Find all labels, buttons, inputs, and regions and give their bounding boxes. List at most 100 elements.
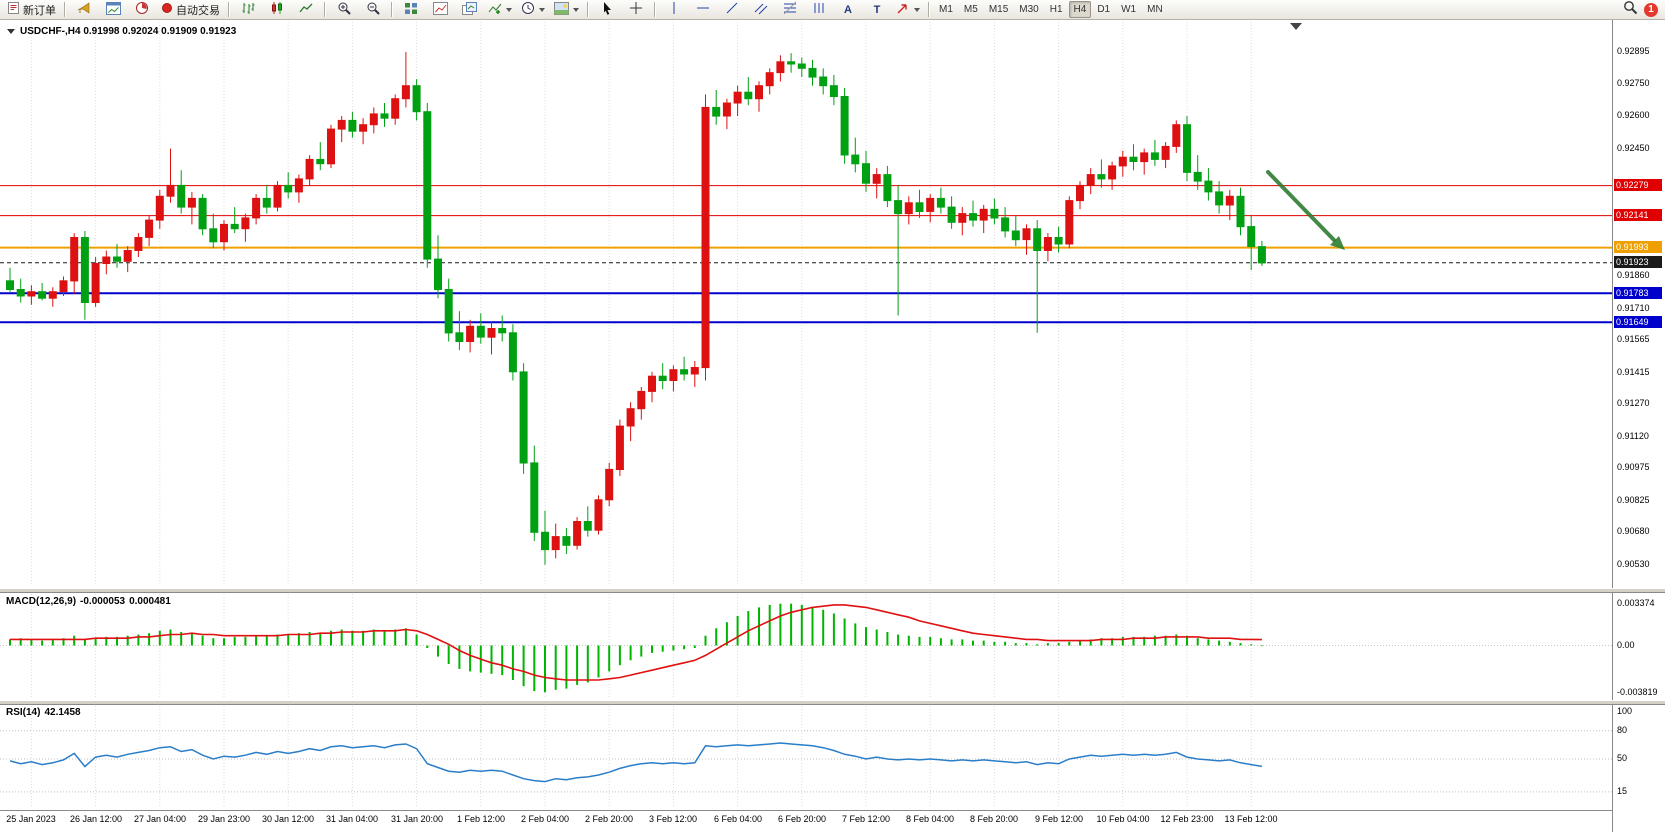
notification-badge[interactable]: 1	[1644, 2, 1658, 17]
timeframe-MN-button[interactable]: MN	[1147, 4, 1163, 15]
candle-body	[829, 85, 838, 97]
text-tool-button[interactable]: A	[834, 0, 862, 20]
panel-divider[interactable]	[0, 588, 1665, 593]
candle-body	[990, 208, 999, 219]
new-order-button[interactable]: 新订单	[3, 0, 60, 20]
candle-body	[262, 197, 271, 208]
price-line-badge: 0.92141	[1614, 209, 1662, 222]
panel-divider[interactable]	[0, 700, 1665, 705]
rsi-axis-label: 80	[1617, 724, 1628, 735]
search-icon[interactable]	[1623, 0, 1638, 20]
autotrade-button[interactable]: 自动交易	[157, 0, 224, 20]
candle-body	[733, 91, 742, 104]
new-chart-button[interactable]	[426, 0, 454, 20]
candle-body	[722, 102, 731, 117]
zoom-in-button[interactable]	[330, 0, 358, 20]
timeframe-M5-button[interactable]: M5	[963, 4, 978, 15]
timeframe-H1-button[interactable]: H1	[1049, 4, 1063, 15]
separator	[64, 2, 66, 17]
candle-body	[1043, 237, 1052, 251]
candle-body	[434, 258, 442, 291]
horizontal-line-icon	[696, 1, 710, 18]
candle-body	[155, 195, 164, 221]
candle-body	[894, 200, 903, 215]
candle-body	[1108, 165, 1117, 180]
price-axis-label: 0.92895	[1617, 46, 1650, 57]
indicators-button[interactable]	[484, 0, 516, 20]
tile-windows-button[interactable]	[397, 0, 425, 20]
arrows-tool-button[interactable]	[892, 0, 924, 20]
templates-button[interactable]	[550, 0, 583, 20]
label-tool-button[interactable]: T	[863, 0, 891, 20]
time-axis-label: 12 Feb 23:00	[1160, 814, 1214, 824]
rsi-axis-label: 15	[1617, 785, 1628, 796]
timeframe-M30-button[interactable]: M30	[1019, 4, 1039, 15]
candle-body	[134, 237, 143, 251]
time-axis[interactable]: 25 Jan 2023 26 Jan 12:00 27 Jan 04:00 29 Ja…	[0, 810, 1612, 832]
candle-body	[755, 85, 763, 100]
timeframe-M15-button[interactable]: M15	[988, 4, 1009, 15]
candle-body	[605, 468, 614, 501]
candle-body	[1011, 230, 1020, 241]
candle-body	[530, 462, 539, 533]
candle-body	[198, 197, 207, 230]
candle-body	[958, 213, 967, 223]
profiles-button[interactable]	[455, 0, 483, 20]
candle-body	[113, 256, 121, 262]
candle-body	[209, 228, 218, 243]
timeframe-D1-button[interactable]: D1	[1097, 4, 1111, 15]
price-axis-label: 0.90825	[1617, 494, 1650, 505]
dropdown-caret-icon	[539, 7, 545, 12]
cursor-tool-button[interactable]	[593, 0, 621, 20]
separator	[391, 2, 393, 17]
cycle-lines-tool-button[interactable]	[805, 0, 833, 20]
trumpet-icon	[76, 1, 92, 18]
symbol-ohlc-header: USDCHF-,H4 0.91998 0.92024 0.91909 0.919…	[7, 26, 236, 37]
autotrade-icon	[161, 2, 173, 17]
candle-body	[594, 499, 603, 531]
fibonacci-tool-button[interactable]	[776, 0, 804, 20]
trend-arrow-head[interactable]	[1330, 236, 1345, 250]
candle-body	[498, 328, 507, 334]
crosshair-icon	[629, 1, 643, 18]
candle-body	[701, 106, 710, 369]
line-chart-mode-button[interactable]	[292, 0, 320, 20]
candle-body	[348, 119, 357, 132]
time-axis-label: 29 Jan 23:00	[197, 814, 251, 824]
timeframe-H4-button[interactable]: H4	[1068, 1, 1092, 18]
toolbar: 新订单 自动交易	[0, 0, 1665, 20]
vertical-line-tool-button[interactable]	[660, 0, 688, 20]
timeframe-M1-button[interactable]: M1	[939, 4, 953, 15]
separator	[654, 2, 656, 17]
separator	[324, 2, 326, 17]
crosshair-tool-button[interactable]	[622, 0, 650, 20]
price-axis[interactable]: 0.92895 0.92750 0.92600 0.92450 0.91860 0.917…	[1612, 20, 1665, 832]
candle-body	[359, 124, 368, 132]
candle-body	[337, 119, 346, 130]
time-axis-label: 25 Jan 2023	[6, 814, 56, 824]
candle-body	[1065, 200, 1074, 245]
periods-button[interactable]	[517, 0, 549, 20]
channel-tool-button[interactable]	[747, 0, 775, 20]
horizontal-line-tool-button[interactable]	[689, 0, 717, 20]
trend-arrow-annotation[interactable]	[1266, 170, 1336, 242]
time-axis-label: 6 Feb 20:00	[777, 814, 827, 824]
chart-shift-marker[interactable]	[1290, 23, 1302, 30]
alerts-button[interactable]	[70, 0, 98, 20]
new-order-icon	[7, 1, 20, 18]
candle-body	[1022, 228, 1031, 241]
quotes-button[interactable]	[128, 0, 156, 20]
candle-body	[1183, 124, 1191, 173]
candlestick-mode-button[interactable]	[263, 0, 291, 20]
macd-name: MACD(12,26,9)	[6, 596, 77, 607]
candle-body	[444, 289, 453, 334]
bar-chart-mode-button[interactable]	[234, 0, 262, 20]
symbol-dropdown-icon[interactable]	[7, 29, 15, 34]
candle-body	[797, 63, 806, 69]
trendline-tool-button[interactable]	[718, 0, 746, 20]
zoom-out-button[interactable]	[359, 0, 387, 20]
candle-body	[1257, 246, 1266, 264]
timeframe-W1-button[interactable]: W1	[1121, 4, 1137, 15]
market-watch-button[interactable]	[99, 0, 127, 20]
chart-canvas[interactable]	[0, 0, 1612, 832]
